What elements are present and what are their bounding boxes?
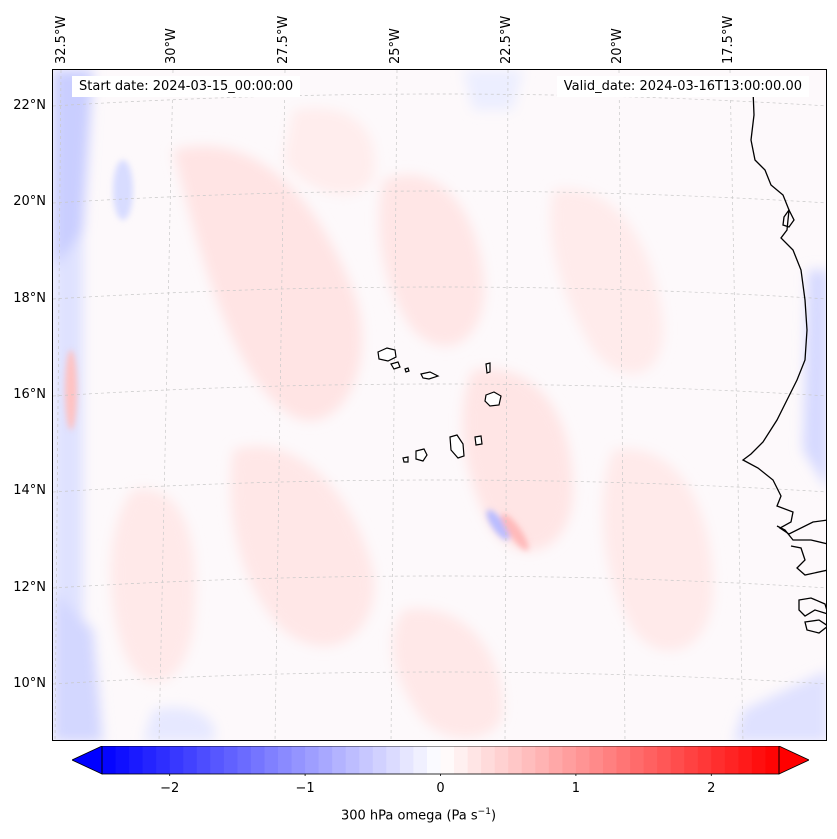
colorbar-segment [630, 746, 645, 774]
lat-label-12n: 12°N [13, 580, 46, 595]
colorbar-segment [643, 746, 658, 774]
lon-label-20w: 20°W [610, 28, 625, 64]
colorbar-segment [237, 746, 252, 774]
colorbar-segment [481, 746, 496, 774]
colorbar-segment [765, 746, 780, 774]
colorbar-segment [386, 746, 401, 774]
colorbar-segment [724, 746, 739, 774]
lat-label-14n: 14°N [13, 483, 46, 498]
map-panel[interactable] [52, 69, 827, 741]
island-fogo [415, 448, 428, 462]
colorbar-segment [575, 746, 591, 774]
colorbar-tick-label: 0 [436, 781, 445, 796]
colorbar-segment [602, 746, 618, 774]
lat-label-10n: 10°N [13, 676, 46, 691]
lon-label-30w: 30°W [164, 28, 179, 64]
omega-features [65, 160, 529, 551]
island-sao-vicente [390, 361, 401, 370]
island-boa-vista [484, 391, 502, 407]
lon-label-32.5w: 32.5°W [54, 15, 69, 64]
valid-date-label: Valid_date: 2024-03-16T13:00:00.00 [556, 76, 809, 97]
colorbar-ticks [169, 774, 712, 776]
colorbar-segment [264, 746, 279, 774]
colorbar-segment [372, 746, 387, 774]
colorbar-segment [305, 746, 320, 774]
colorbar-segment [318, 746, 333, 774]
lat-label-18n: 18°N [13, 291, 46, 306]
colorbar-tick-label: −1 [295, 781, 315, 796]
island-sal [485, 362, 491, 374]
colorbar-segment [291, 746, 306, 774]
african-coastline [741, 89, 826, 634]
colorbar-segment [738, 746, 753, 774]
colorbar-tick-label: −2 [160, 781, 180, 796]
island-maio [474, 435, 483, 446]
colorbar-segment [413, 746, 428, 774]
colorbar-segment [332, 746, 347, 774]
colorbar-segment [657, 746, 672, 774]
colorbar-min-extend-arrow [72, 746, 103, 775]
colorbar-segment [670, 746, 685, 774]
start-date-label: Start date: 2024-03-15_00:00:00 [72, 76, 301, 97]
omega-map [53, 70, 826, 740]
colorbar-tick-label: 1 [571, 781, 581, 796]
colorbar-segment [616, 746, 631, 774]
omega-field [53, 70, 826, 740]
colorbar-segment [223, 746, 238, 774]
lon-label-22.5w: 22.5°W [499, 15, 514, 64]
lon-label-27.5w: 27.5°W [276, 15, 291, 64]
colorbar-segment [250, 746, 266, 774]
lat-label-22n: 22°N [13, 98, 46, 113]
colorbar-segment [521, 746, 536, 774]
colorbar-segment [467, 746, 482, 774]
colorbar-segment [535, 746, 550, 774]
colorbar-segment [142, 746, 157, 774]
colorbar-segment [562, 746, 577, 774]
colorbar-segment [359, 746, 374, 774]
colorbar-segment [156, 746, 171, 774]
colorbar-segment [129, 746, 144, 774]
lon-label-17.5w: 17.5°W [721, 15, 736, 64]
colorbar-segment [454, 746, 469, 774]
lat-label-20n: 20°N [13, 194, 46, 209]
colorbar-segment [711, 746, 726, 774]
lon-label-25w: 25°W [388, 28, 403, 64]
island-santa-luzia [404, 367, 410, 373]
colorbar-gradient [102, 746, 780, 774]
cabo-verde-islands [377, 347, 502, 463]
colorbar-segment [426, 746, 442, 774]
colorbar-tick-label: 2 [707, 781, 716, 796]
island-sao-nicolau [420, 371, 440, 380]
colorbar-segment [684, 746, 699, 774]
colorbar-segment [169, 746, 184, 774]
colorbar-segment [508, 746, 523, 774]
colorbar-segment [697, 746, 712, 774]
graticule [53, 70, 826, 740]
colorbar-segment [115, 746, 130, 774]
colorbar-title: 300 hPa omega (Pa s−1) [340, 807, 497, 824]
lat-label-16n: 16°N [13, 387, 46, 402]
colorbar-segment [102, 746, 117, 774]
colorbar [72, 746, 809, 776]
colorbar-segment [183, 746, 198, 774]
colorbar-segment [399, 746, 415, 774]
colorbar-max-extend-arrow [778, 746, 809, 775]
colorbar-segment [440, 746, 455, 774]
island-santiago [449, 434, 465, 459]
colorbar-segment [548, 746, 563, 774]
colorbar-segment [345, 746, 360, 774]
colorbar-segment [494, 746, 509, 774]
colorbar-segment [278, 746, 293, 774]
colorbar-segment [589, 746, 604, 774]
island-brava [402, 456, 409, 463]
colorbar-segment [751, 746, 767, 774]
colorbar-segment [196, 746, 211, 774]
colorbar-segment [210, 746, 225, 774]
island-santo-antao [377, 347, 397, 362]
